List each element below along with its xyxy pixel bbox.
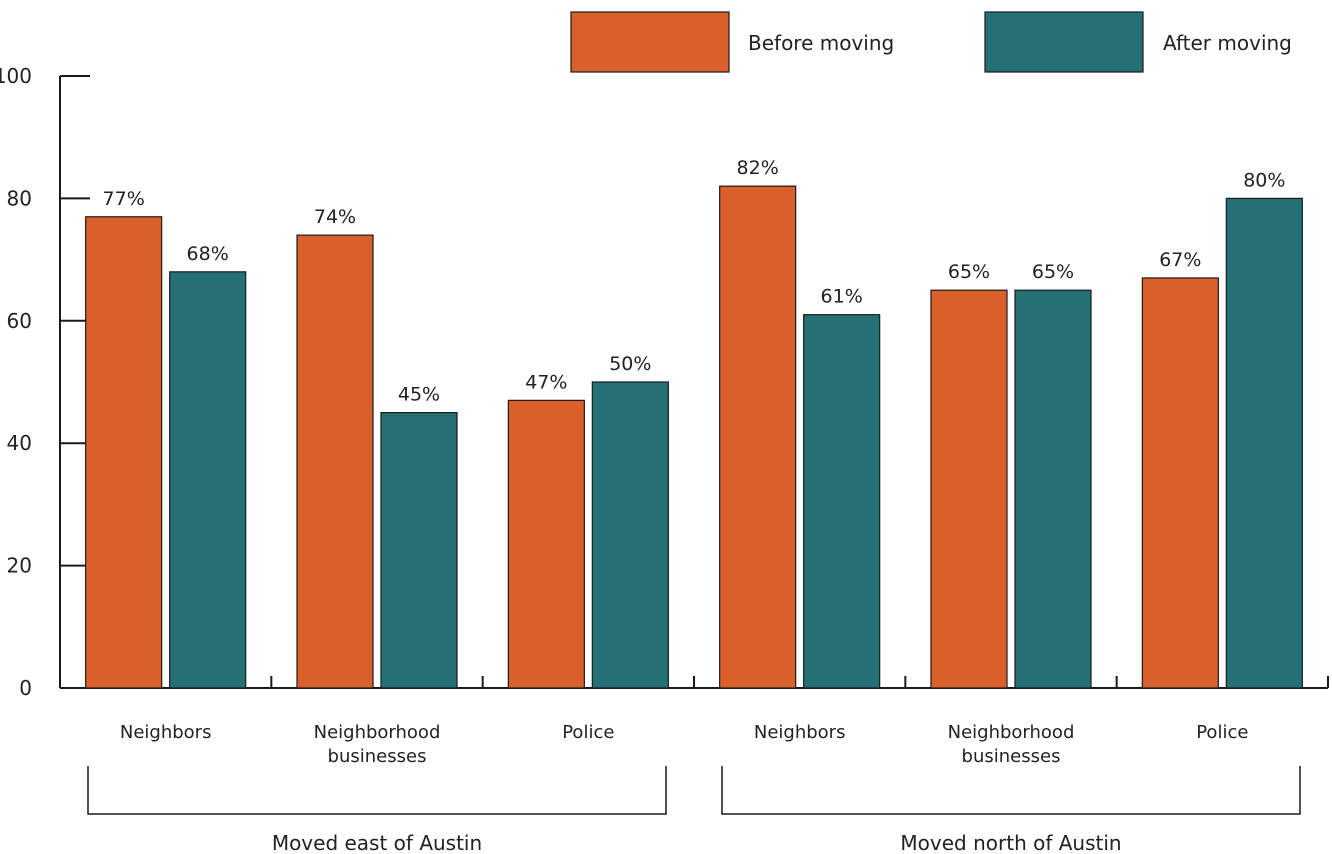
- data-label-before-3: 47%: [525, 371, 567, 393]
- bar-after-6: [1225, 197, 1303, 689]
- category-labels: Neighbors Neighborhood businesses Police Nei…: [120, 722, 1249, 767]
- legend: Before moving After moving: [570, 11, 1292, 73]
- bar-before-1: [85, 216, 163, 689]
- bar-after-3: [591, 381, 669, 689]
- data-label-after-1: 68%: [187, 243, 229, 265]
- group-bracket-1: [87, 766, 667, 815]
- data-label-before-2: 74%: [314, 206, 356, 228]
- y-tick-label-80: 80: [7, 186, 32, 210]
- category-label-5-line-1: Neighborhood: [948, 722, 1075, 743]
- data-label-after-5: 65%: [1032, 261, 1074, 283]
- legend-swatch-2: [984, 11, 1144, 73]
- y-tick-label-20: 20: [7, 554, 32, 578]
- group-bracket-2: [721, 766, 1301, 815]
- category-label-2-line-1: Neighborhood: [314, 722, 441, 743]
- category-label-5-line-2: businesses: [962, 746, 1061, 767]
- data-label-after-6: 80%: [1243, 169, 1285, 191]
- y-tick-label-100: 100: [0, 64, 32, 88]
- data-label-after-4: 61%: [821, 286, 863, 308]
- group-label-1: Moved east of Austin: [272, 831, 482, 854]
- bar-before-5: [930, 289, 1008, 689]
- category-label-2-line-2: businesses: [328, 746, 427, 767]
- data-label-before-6: 67%: [1159, 249, 1201, 271]
- bar-after-5: [1014, 289, 1092, 689]
- x-axis: [60, 676, 1329, 689]
- legend-label-1: Before moving: [748, 31, 894, 55]
- bars: [85, 185, 1303, 689]
- data-label-before-1: 77%: [103, 188, 145, 210]
- data-label-before-4: 82%: [737, 157, 779, 179]
- y-tick-label-0: 0: [19, 676, 32, 700]
- legend-swatch-1: [570, 11, 730, 73]
- bar-before-6: [1141, 277, 1219, 689]
- category-label-6: Police: [1196, 722, 1248, 743]
- y-tick-label-60: 60: [7, 309, 32, 333]
- category-label-1: Neighbors: [120, 722, 212, 743]
- data-label-after-2: 45%: [398, 384, 440, 406]
- bar-before-2: [296, 234, 374, 689]
- bar-before-3: [507, 399, 585, 689]
- category-label-4: Neighbors: [754, 722, 846, 743]
- data-label-before-5: 65%: [948, 261, 990, 283]
- legend-label-2: After moving: [1163, 31, 1292, 55]
- y-axis: 0 20 40 60 80 100: [0, 64, 90, 700]
- data-label-after-3: 50%: [609, 353, 651, 375]
- group-label-2: Moved north of Austin: [900, 831, 1121, 854]
- bar-before-4: [719, 185, 797, 689]
- y-tick-label-40: 40: [7, 431, 32, 455]
- category-label-3: Police: [562, 722, 614, 743]
- bar-after-4: [803, 314, 881, 689]
- data-labels: 77% 68% 74% 45% 47% 50% 82% 61% 65% 65% 67% 80%: [103, 157, 1286, 405]
- group-brackets: Moved east of Austin Moved north of Austi…: [87, 766, 1301, 854]
- bar-after-2: [380, 412, 458, 689]
- bar-after-1: [169, 271, 247, 689]
